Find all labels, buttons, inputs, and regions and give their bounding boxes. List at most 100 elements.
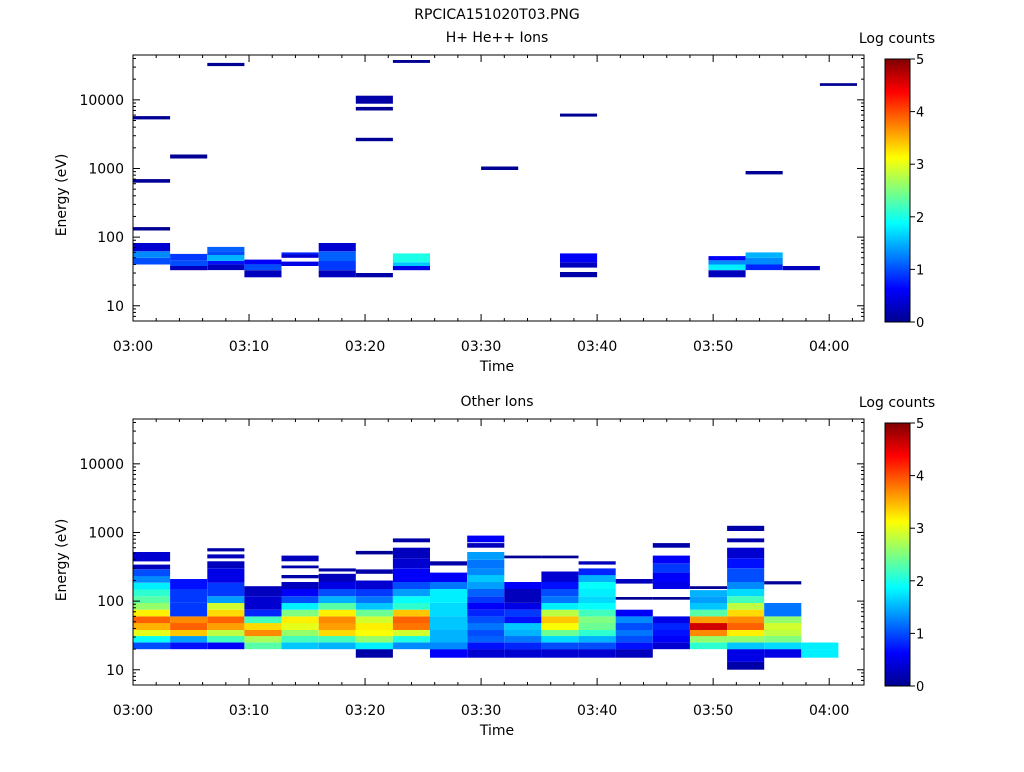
heatmap-cell: [355, 106, 393, 111]
colorbar-tick-label: 5: [916, 417, 924, 432]
heatmap-cell: [615, 642, 653, 650]
heatmap-cell: [281, 630, 319, 637]
heatmap-cell: [690, 616, 728, 624]
heatmap-cell: [355, 596, 393, 603]
heatmap-cell: [690, 642, 728, 650]
heatmap-cells: [133, 60, 857, 278]
y-tick-label: 10000: [79, 457, 124, 473]
panel-title: Other Ions: [460, 394, 533, 410]
heatmap-cell: [355, 603, 393, 610]
heatmap-cell: [578, 623, 616, 630]
y-tick-label: 1000: [88, 161, 124, 177]
heatmap-cell: [504, 636, 542, 643]
heatmap-cell: [244, 586, 282, 597]
heatmap-cell: [708, 264, 746, 271]
y-axis: 10 100 1000 10000: [79, 58, 864, 322]
heatmap-cell: [207, 603, 245, 610]
heatmap-cell: [467, 642, 505, 650]
heatmap-cell: [578, 582, 616, 589]
x-tick-label: 03:50: [693, 339, 733, 355]
heatmap-cell: [652, 543, 690, 548]
heatmap-cell: [281, 575, 319, 579]
heatmap-cell: [170, 623, 208, 630]
heatmap-cell: [244, 616, 282, 624]
colorbar: [884, 422, 911, 687]
heatmap-cell: [764, 623, 802, 630]
heatmap-cell: [541, 603, 579, 610]
heatmap-cell: [392, 266, 430, 271]
heatmap-cell: [133, 257, 171, 265]
heatmap-cell: [133, 616, 171, 624]
heatmap-cell: [690, 623, 728, 630]
heatmap-cell: [615, 597, 653, 600]
x-tick-label: 03:30: [461, 339, 501, 355]
x-tick-label: 03:20: [345, 703, 385, 719]
heatmap-cell: [467, 616, 505, 624]
heatmap-cell: [578, 589, 616, 597]
heatmap-cell: [392, 589, 430, 597]
heatmap-cell: [281, 636, 319, 643]
heatmap-cell: [430, 630, 468, 643]
heatmap-cell: [170, 642, 208, 650]
heatmap-cell: [467, 543, 505, 548]
colorbar-tick-label: 3: [916, 158, 924, 173]
heatmap-cell: [652, 572, 690, 582]
heatmap-cell: [355, 636, 393, 643]
heatmap-cell: [782, 266, 820, 271]
heatmap-cell: [801, 642, 839, 650]
heatmap-cell: [281, 589, 319, 597]
heatmap-cell: [244, 609, 282, 617]
heatmap-cell: [207, 254, 245, 261]
heatmap-cell: [392, 609, 430, 617]
colorbar-tick-label: 0: [916, 680, 924, 695]
heatmap-cell: [541, 555, 579, 559]
x-tick-label: 03:00: [113, 703, 153, 719]
y-tick-label: 100: [97, 594, 124, 610]
heatmap-cell: [133, 179, 171, 183]
heatmap-cell: [281, 254, 319, 258]
x-tick-label: 03:30: [461, 703, 501, 719]
heatmap-cell: [727, 642, 765, 650]
heatmap-cell: [133, 227, 171, 231]
heatmap-cell: [467, 568, 505, 576]
heatmap-cell: [430, 582, 468, 589]
heatmap-cell: [652, 636, 690, 643]
heatmap-cell: [504, 582, 542, 589]
heatmap-cell: [541, 609, 579, 617]
heatmap-cell: [690, 586, 728, 589]
figure-title: RPCICA151020T03.PNG: [414, 7, 579, 23]
heatmap-cell: [318, 603, 356, 610]
heatmap-cell: [764, 642, 802, 650]
heatmap-cell: [392, 603, 430, 610]
y-tick-label: 1000: [88, 525, 124, 541]
y-tick-label: 100: [97, 230, 124, 246]
heatmap-cell: [764, 603, 802, 617]
heatmap-cell: [392, 568, 430, 582]
heatmap-cell: [560, 262, 598, 268]
heatmap-cell: [318, 596, 356, 603]
heatmap-cell: [578, 649, 616, 658]
heatmap-cell: [578, 596, 616, 603]
heatmap-cell: [708, 260, 746, 265]
heatmap-cell: [207, 616, 245, 624]
colorbar-tick-label: 5: [916, 53, 924, 68]
heatmap-cell: [133, 603, 171, 610]
colorbar-ticks: 0 1 2 3 4 5: [910, 53, 924, 331]
y-tick-label: 10: [106, 663, 124, 679]
colorbar-tick-label: 2: [916, 211, 924, 226]
heatmap-cell: [355, 550, 393, 555]
heatmap-cell: [801, 649, 839, 658]
heatmap-cell: [504, 589, 542, 603]
heatmap-cell: [430, 616, 468, 630]
heatmap-cell: [355, 580, 393, 590]
heatmap-cell: [318, 642, 356, 650]
heatmap-cell: [170, 154, 208, 159]
heatmap-cell: [207, 630, 245, 637]
heatmap-cell: [578, 568, 616, 576]
heatmap-cell: [727, 568, 765, 582]
heatmap-cell: [690, 603, 728, 610]
heatmap-cell: [541, 636, 579, 643]
heatmap-cell: [578, 636, 616, 643]
colorbar-label: Log counts: [859, 31, 935, 47]
heatmap-cell: [355, 649, 393, 658]
